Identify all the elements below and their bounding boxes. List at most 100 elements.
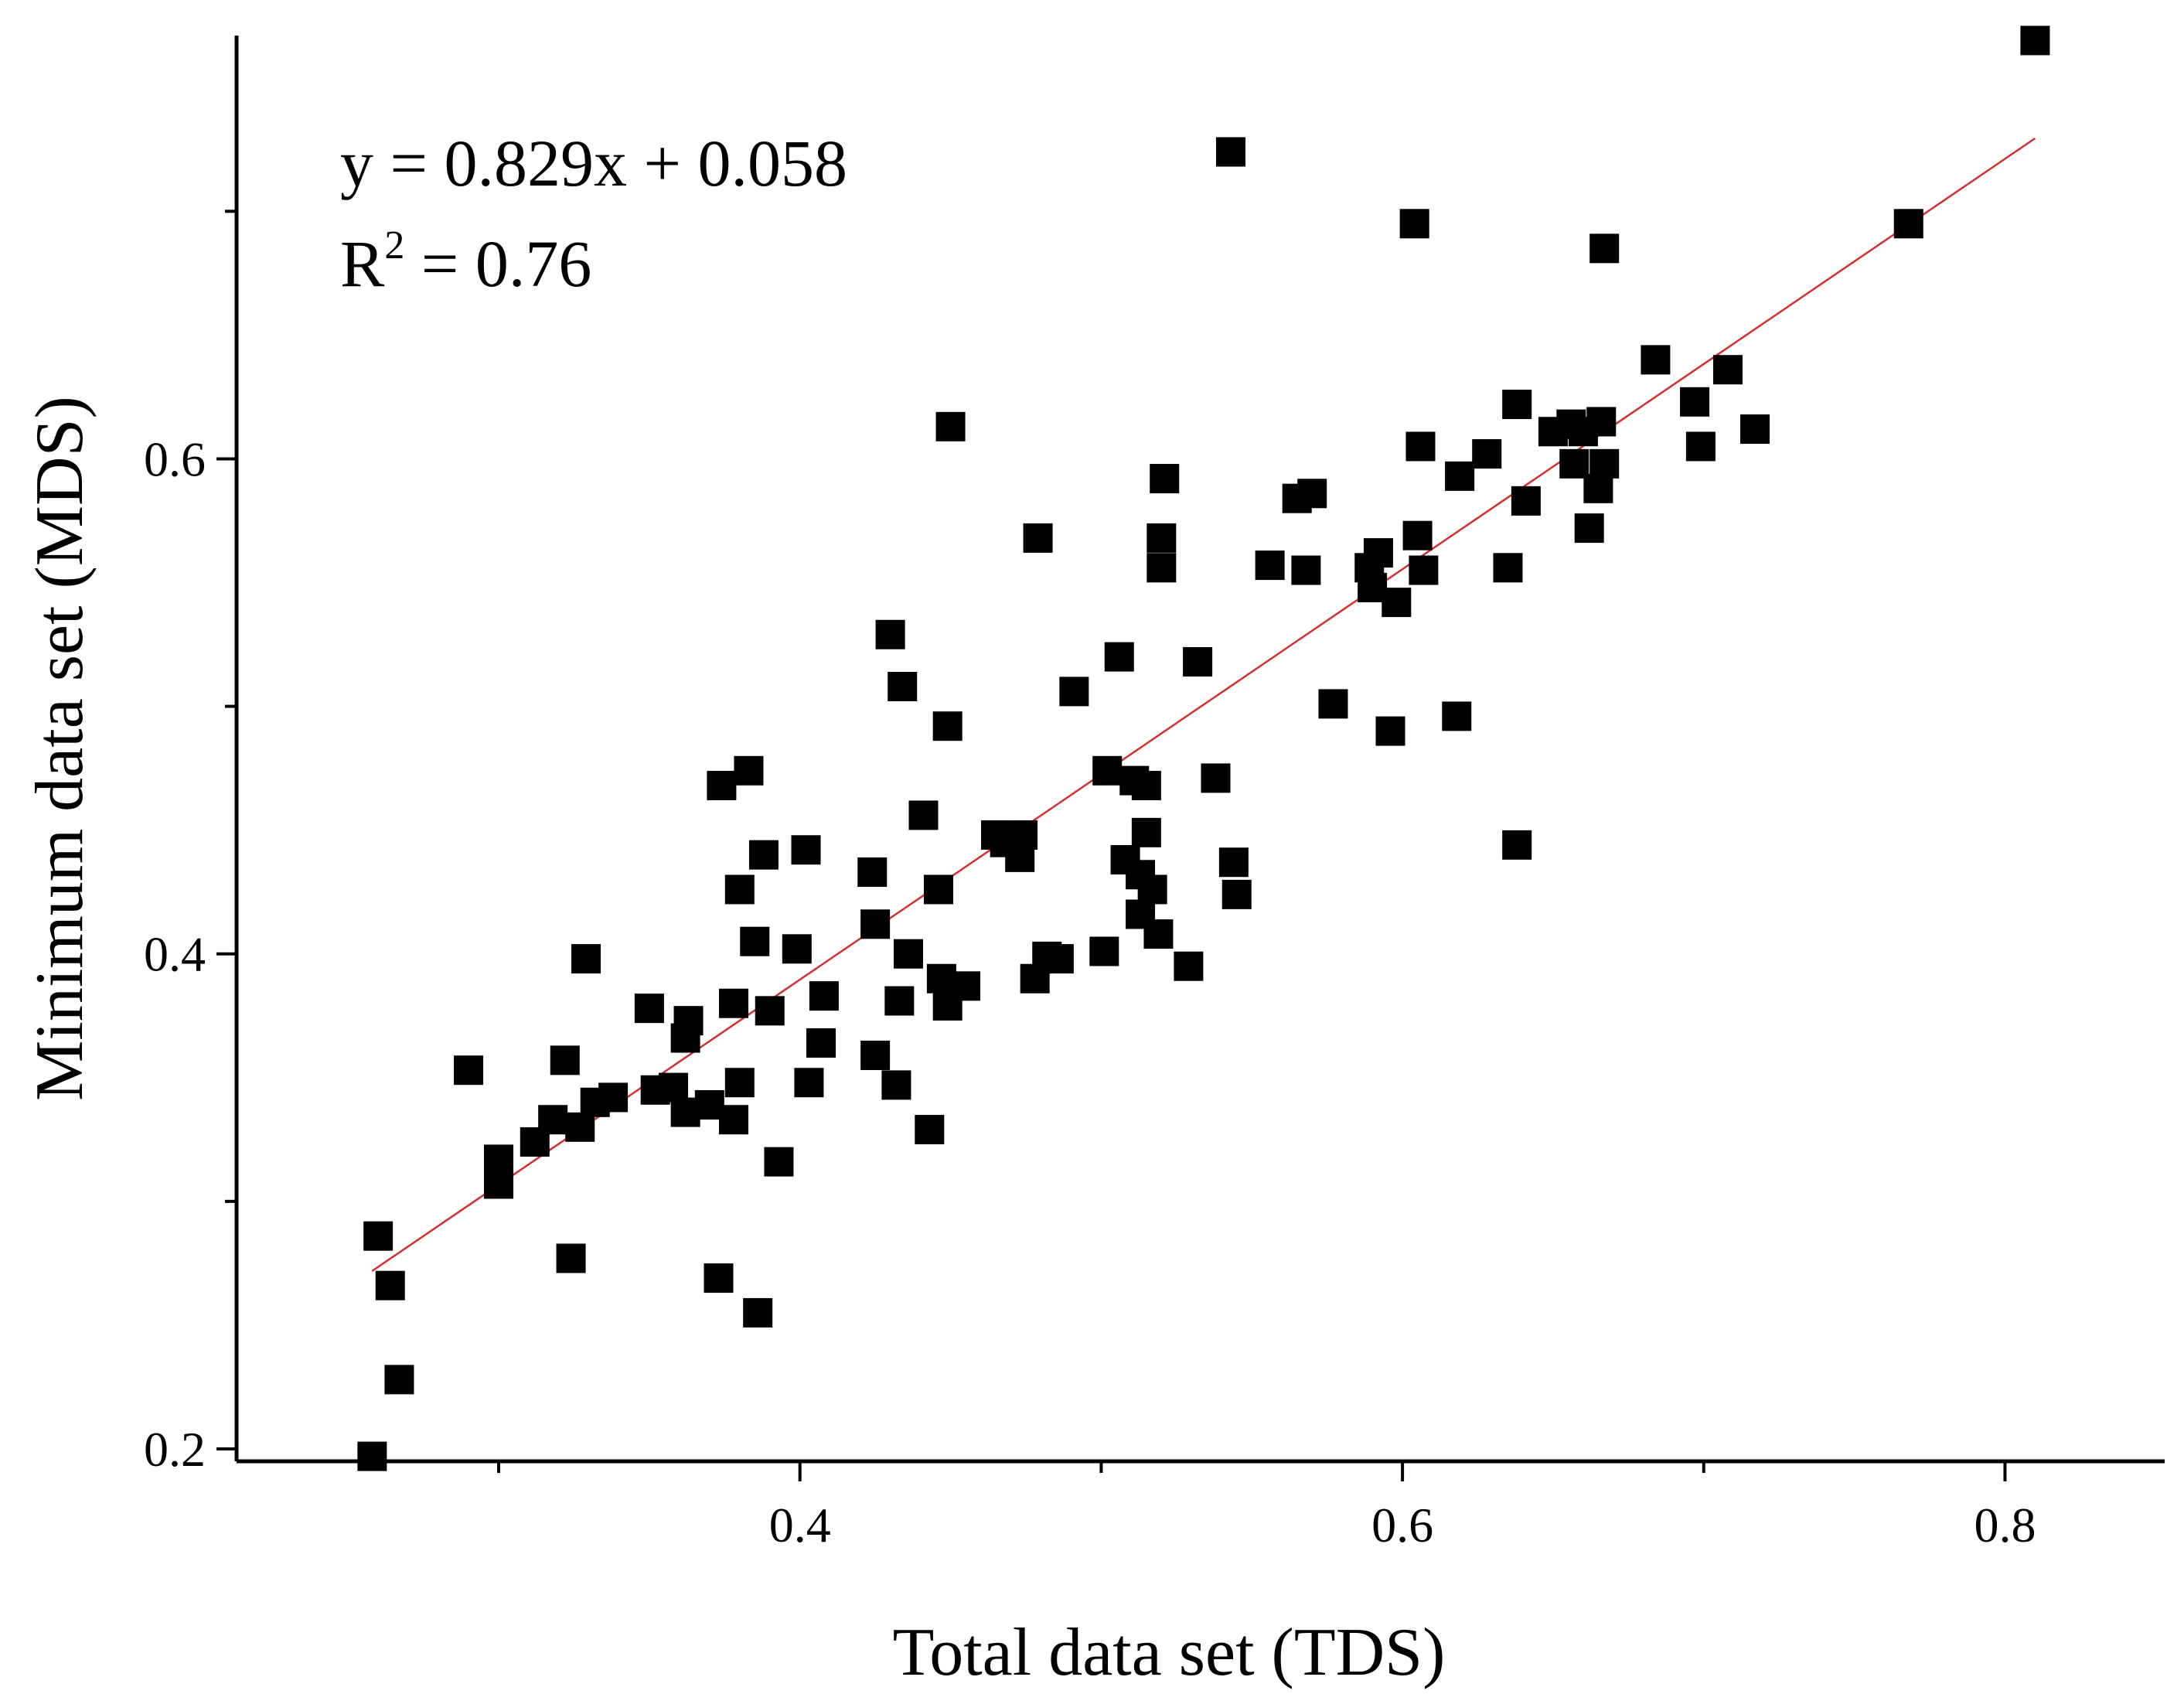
data-point <box>718 1105 748 1135</box>
data-point <box>1255 550 1285 581</box>
data-point <box>875 619 905 649</box>
data-point <box>1402 520 1433 550</box>
data-point <box>1137 874 1167 905</box>
data-point <box>1221 879 1252 909</box>
data-point <box>1375 716 1405 746</box>
x-tick-label: 0.8 <box>1974 1498 2036 1553</box>
x-tick-label: 0.6 <box>1371 1498 1433 1553</box>
data-point <box>743 1297 773 1328</box>
data-point <box>908 800 939 830</box>
data-point <box>915 1115 945 1145</box>
data-point <box>659 1072 689 1103</box>
data-point <box>1586 407 1617 437</box>
y-tick-label: 0.4 <box>144 927 206 982</box>
data-point <box>565 1112 595 1142</box>
data-point <box>806 1028 836 1058</box>
data-point <box>1131 817 1161 847</box>
data-point <box>809 981 839 1011</box>
data-point <box>1147 553 1177 583</box>
data-point <box>1318 689 1348 719</box>
r-squared-value: = 0.76 <box>404 227 591 301</box>
data-point <box>634 994 664 1024</box>
data-point <box>1502 830 1532 860</box>
data-point <box>1559 448 1589 479</box>
data-point <box>1502 390 1532 420</box>
data-point <box>857 857 888 888</box>
data-point <box>1442 701 1472 731</box>
data-point <box>748 840 779 870</box>
data-point <box>1131 771 1161 801</box>
data-point <box>794 1068 824 1098</box>
data-point <box>860 909 891 939</box>
y-tick-label: 0.2 <box>144 1422 206 1477</box>
data-point <box>375 1270 405 1300</box>
data-point <box>1092 755 1123 786</box>
tick-labels: 0.4 0.6 0.8 0.2 0.4 0.6 <box>144 431 2036 1553</box>
data-point <box>755 996 785 1026</box>
data-point <box>782 934 812 964</box>
data-point <box>881 1070 911 1100</box>
data-point <box>484 1169 514 1199</box>
equation-annotation: y = 0.829x + 0.058 <box>340 126 847 200</box>
data-point <box>1023 523 1053 553</box>
data-point <box>1008 820 1038 850</box>
data-point <box>1218 847 1249 878</box>
data-point <box>1589 233 1620 264</box>
data-point <box>935 411 966 441</box>
data-point <box>888 671 918 701</box>
data-point <box>740 926 770 956</box>
y-axis-title: Minimum data set (MDS) <box>22 396 97 1101</box>
data-point <box>1893 209 1923 239</box>
y-tick-label: 0.6 <box>144 431 206 486</box>
data-point <box>1150 464 1180 494</box>
data-point <box>673 1006 704 1036</box>
data-point <box>1740 414 1770 445</box>
axes <box>234 36 2165 1464</box>
data-point <box>951 971 981 1001</box>
data-point <box>1712 355 1743 385</box>
data-point <box>704 1263 734 1294</box>
ticks <box>216 210 2007 1481</box>
data-point <box>454 1055 484 1086</box>
data-point <box>724 1068 755 1098</box>
data-point <box>598 1082 629 1113</box>
data-point <box>1215 137 1245 167</box>
data-point <box>1511 486 1541 516</box>
data-point <box>1685 431 1716 462</box>
r-squared-annotation: R2 = 0.76 <box>340 223 591 301</box>
data-point <box>550 1045 580 1075</box>
data-point <box>1382 588 1412 618</box>
data-point <box>2020 26 2050 56</box>
data-point <box>764 1147 794 1177</box>
data-point <box>1143 919 1174 949</box>
data-point <box>884 986 915 1016</box>
data-point <box>1183 646 1213 677</box>
data-points <box>357 26 2050 1471</box>
data-point <box>1589 448 1620 479</box>
data-point <box>894 939 924 969</box>
data-point <box>1472 439 1502 469</box>
data-point <box>1405 431 1436 462</box>
data-point <box>1363 538 1393 568</box>
data-point <box>1493 553 1523 583</box>
data-point <box>1044 944 1074 974</box>
r-squared-exponent: 2 <box>384 223 404 268</box>
data-point <box>1297 479 1327 509</box>
data-point <box>1291 555 1321 585</box>
data-point <box>1059 677 1089 707</box>
data-point <box>791 835 821 865</box>
data-point <box>707 771 737 801</box>
r-squared-prefix: R <box>340 227 385 301</box>
data-point <box>1104 642 1134 672</box>
x-tick-label: 0.4 <box>769 1498 831 1553</box>
data-point <box>556 1243 586 1273</box>
data-point <box>1174 951 1204 981</box>
data-point <box>860 1040 891 1070</box>
data-point <box>363 1221 394 1251</box>
data-point <box>1641 345 1671 375</box>
data-point <box>932 711 963 741</box>
data-point <box>1680 387 1710 417</box>
x-axis-title: Total data set (TDS) <box>893 1615 1446 1690</box>
data-point <box>571 944 601 974</box>
